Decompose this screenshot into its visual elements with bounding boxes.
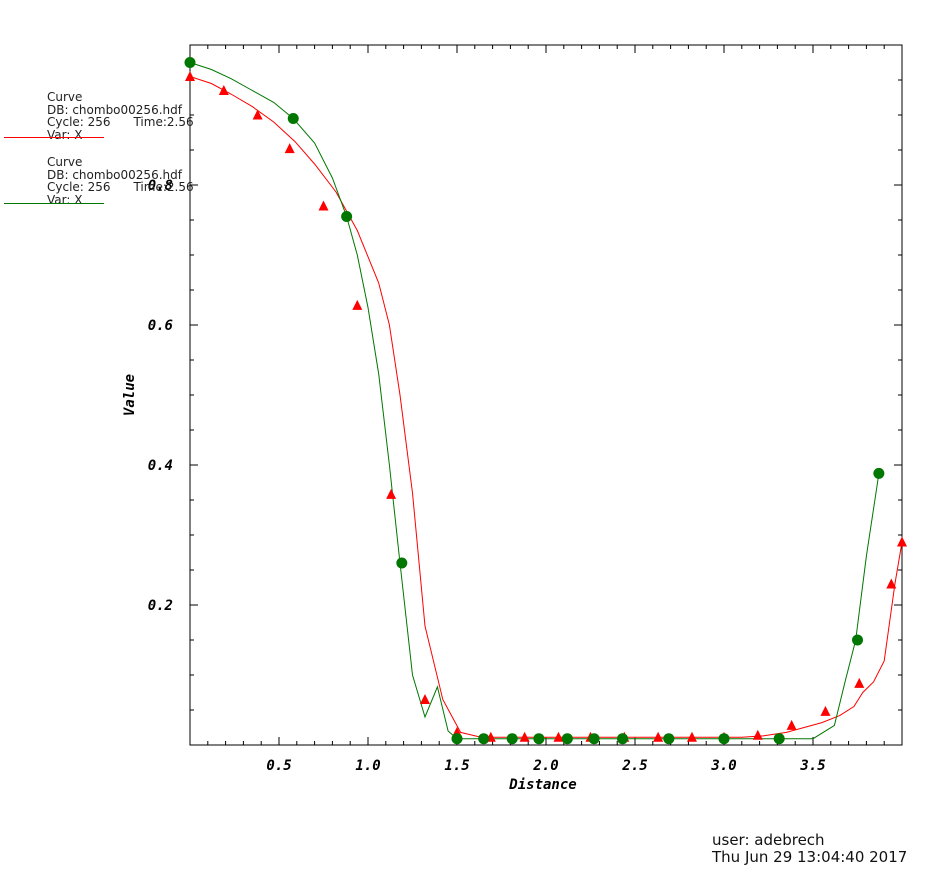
series-markers <box>184 57 907 745</box>
x-tick-label: 2.5 <box>621 758 647 774</box>
timestamp-label: Thu Jun 29 13:04:40 2017 <box>712 848 908 866</box>
data-point-circle <box>617 733 629 745</box>
data-point-circle <box>287 113 299 124</box>
legend-entry-2: Curve DB: chombo00256.hdf Cycle: 256 Tim… <box>47 156 194 206</box>
data-point-triangle <box>318 200 329 211</box>
data-point-circle <box>341 211 353 222</box>
y-tick-label: 0.8 <box>148 178 173 194</box>
plot-frame <box>189 44 903 746</box>
data-point-circle <box>561 733 573 745</box>
legend-db: DB: chombo00256.hdf <box>47 167 182 182</box>
axes <box>189 44 903 746</box>
data-point-triangle <box>854 677 865 688</box>
x-tick-label: 3.5 <box>799 758 825 774</box>
y-axis-title: Value <box>122 374 138 416</box>
user-label: user: adebrech <box>712 831 825 849</box>
data-point-triangle <box>519 731 530 742</box>
x-axis-title: Distance <box>508 777 576 793</box>
legend-swatch-red <box>4 137 104 138</box>
legend-title: Curve <box>47 155 83 169</box>
data-point-triangle <box>218 85 229 95</box>
legend-entry-1: Curve DB: chombo00256.hdf Cycle: 256 Tim… <box>47 91 194 141</box>
data-point-circle <box>396 557 408 569</box>
data-point-triangle <box>820 705 831 716</box>
legend-db: DB: chombo00256.hdf <box>47 102 182 117</box>
legend-var: Var: X <box>47 192 83 207</box>
axis-labels: 0.5 1.0 1.5 2.0 2.5 3.0 3.5 0.2 0.4 0.6 0.8 Distanc… <box>122 178 826 793</box>
data-point-circle <box>718 733 730 745</box>
data-point-triangle <box>252 109 263 120</box>
data-point-triangle <box>284 143 295 154</box>
data-point-triangle <box>553 731 564 742</box>
legend-title: Curve <box>47 90 83 104</box>
series-lines <box>189 62 903 740</box>
data-point-triangle <box>752 729 763 740</box>
data-point-triangle <box>653 731 664 742</box>
data-point-circle <box>773 733 785 745</box>
data-point-circle <box>873 467 885 479</box>
data-point-circle <box>663 733 675 745</box>
y-tick-label: 0.2 <box>148 598 173 614</box>
x-tick-label: 1.0 <box>355 758 380 774</box>
data-point-triangle <box>386 488 397 499</box>
data-point-circle <box>588 733 600 745</box>
data-point-circle <box>451 733 463 745</box>
data-point-triangle <box>419 694 430 704</box>
data-point-triangle <box>897 536 907 547</box>
legend-cycle-time: Cycle: 256 Time:2.56 <box>47 115 194 129</box>
legend-cycle-time: Cycle: 256 Time:2.56 <box>47 180 194 194</box>
x-tick-label: 1.5 <box>444 758 469 774</box>
x-tick-label: 3.0 <box>710 758 736 774</box>
footer: user: adebrech Thu Jun 29 13:04:40 2017 <box>712 832 907 866</box>
legend-var: Var: X <box>47 127 83 142</box>
data-point-circle <box>184 57 196 68</box>
data-point-circle <box>478 733 490 745</box>
series-line-2 <box>189 62 880 740</box>
series-line-1 <box>189 76 903 738</box>
data-point-triangle <box>352 299 363 310</box>
data-point-circle <box>506 733 518 745</box>
data-point-circle <box>533 733 545 745</box>
y-tick-label: 0.4 <box>148 458 173 474</box>
data-point-triangle <box>686 731 697 742</box>
x-tick-label: 0.5 <box>266 758 291 774</box>
ticks <box>190 45 902 745</box>
data-point-triangle <box>786 719 797 730</box>
data-point-triangle <box>886 578 897 589</box>
data-point-circle <box>852 634 863 646</box>
x-tick-label: 2.0 <box>532 758 558 774</box>
legend-swatch-green <box>4 203 104 204</box>
y-tick-label: 0.6 <box>148 318 173 334</box>
data-point-triangle <box>185 71 195 81</box>
